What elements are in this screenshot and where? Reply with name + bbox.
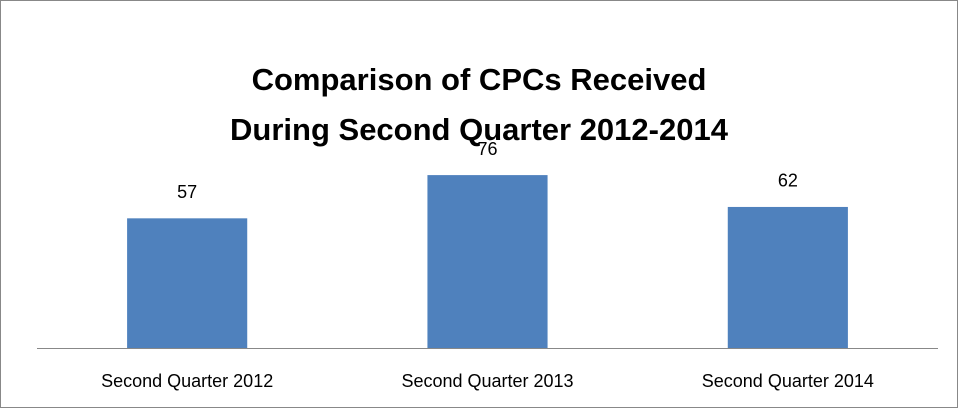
bar	[427, 175, 548, 348]
data-label: 76	[477, 139, 497, 159]
data-label: 57	[177, 182, 197, 202]
data-label: 62	[778, 171, 798, 191]
x-tick-label: Second Quarter 2014	[702, 371, 874, 391]
chart-title: During Second Quarter 2012-2014	[230, 112, 729, 147]
bar	[727, 206, 848, 348]
chart-title: Comparison of CPCs Received	[252, 62, 707, 97]
x-tick-label: Second Quarter 2012	[101, 371, 273, 391]
bar	[127, 218, 248, 348]
x-tick-label: Second Quarter 2013	[401, 371, 573, 391]
